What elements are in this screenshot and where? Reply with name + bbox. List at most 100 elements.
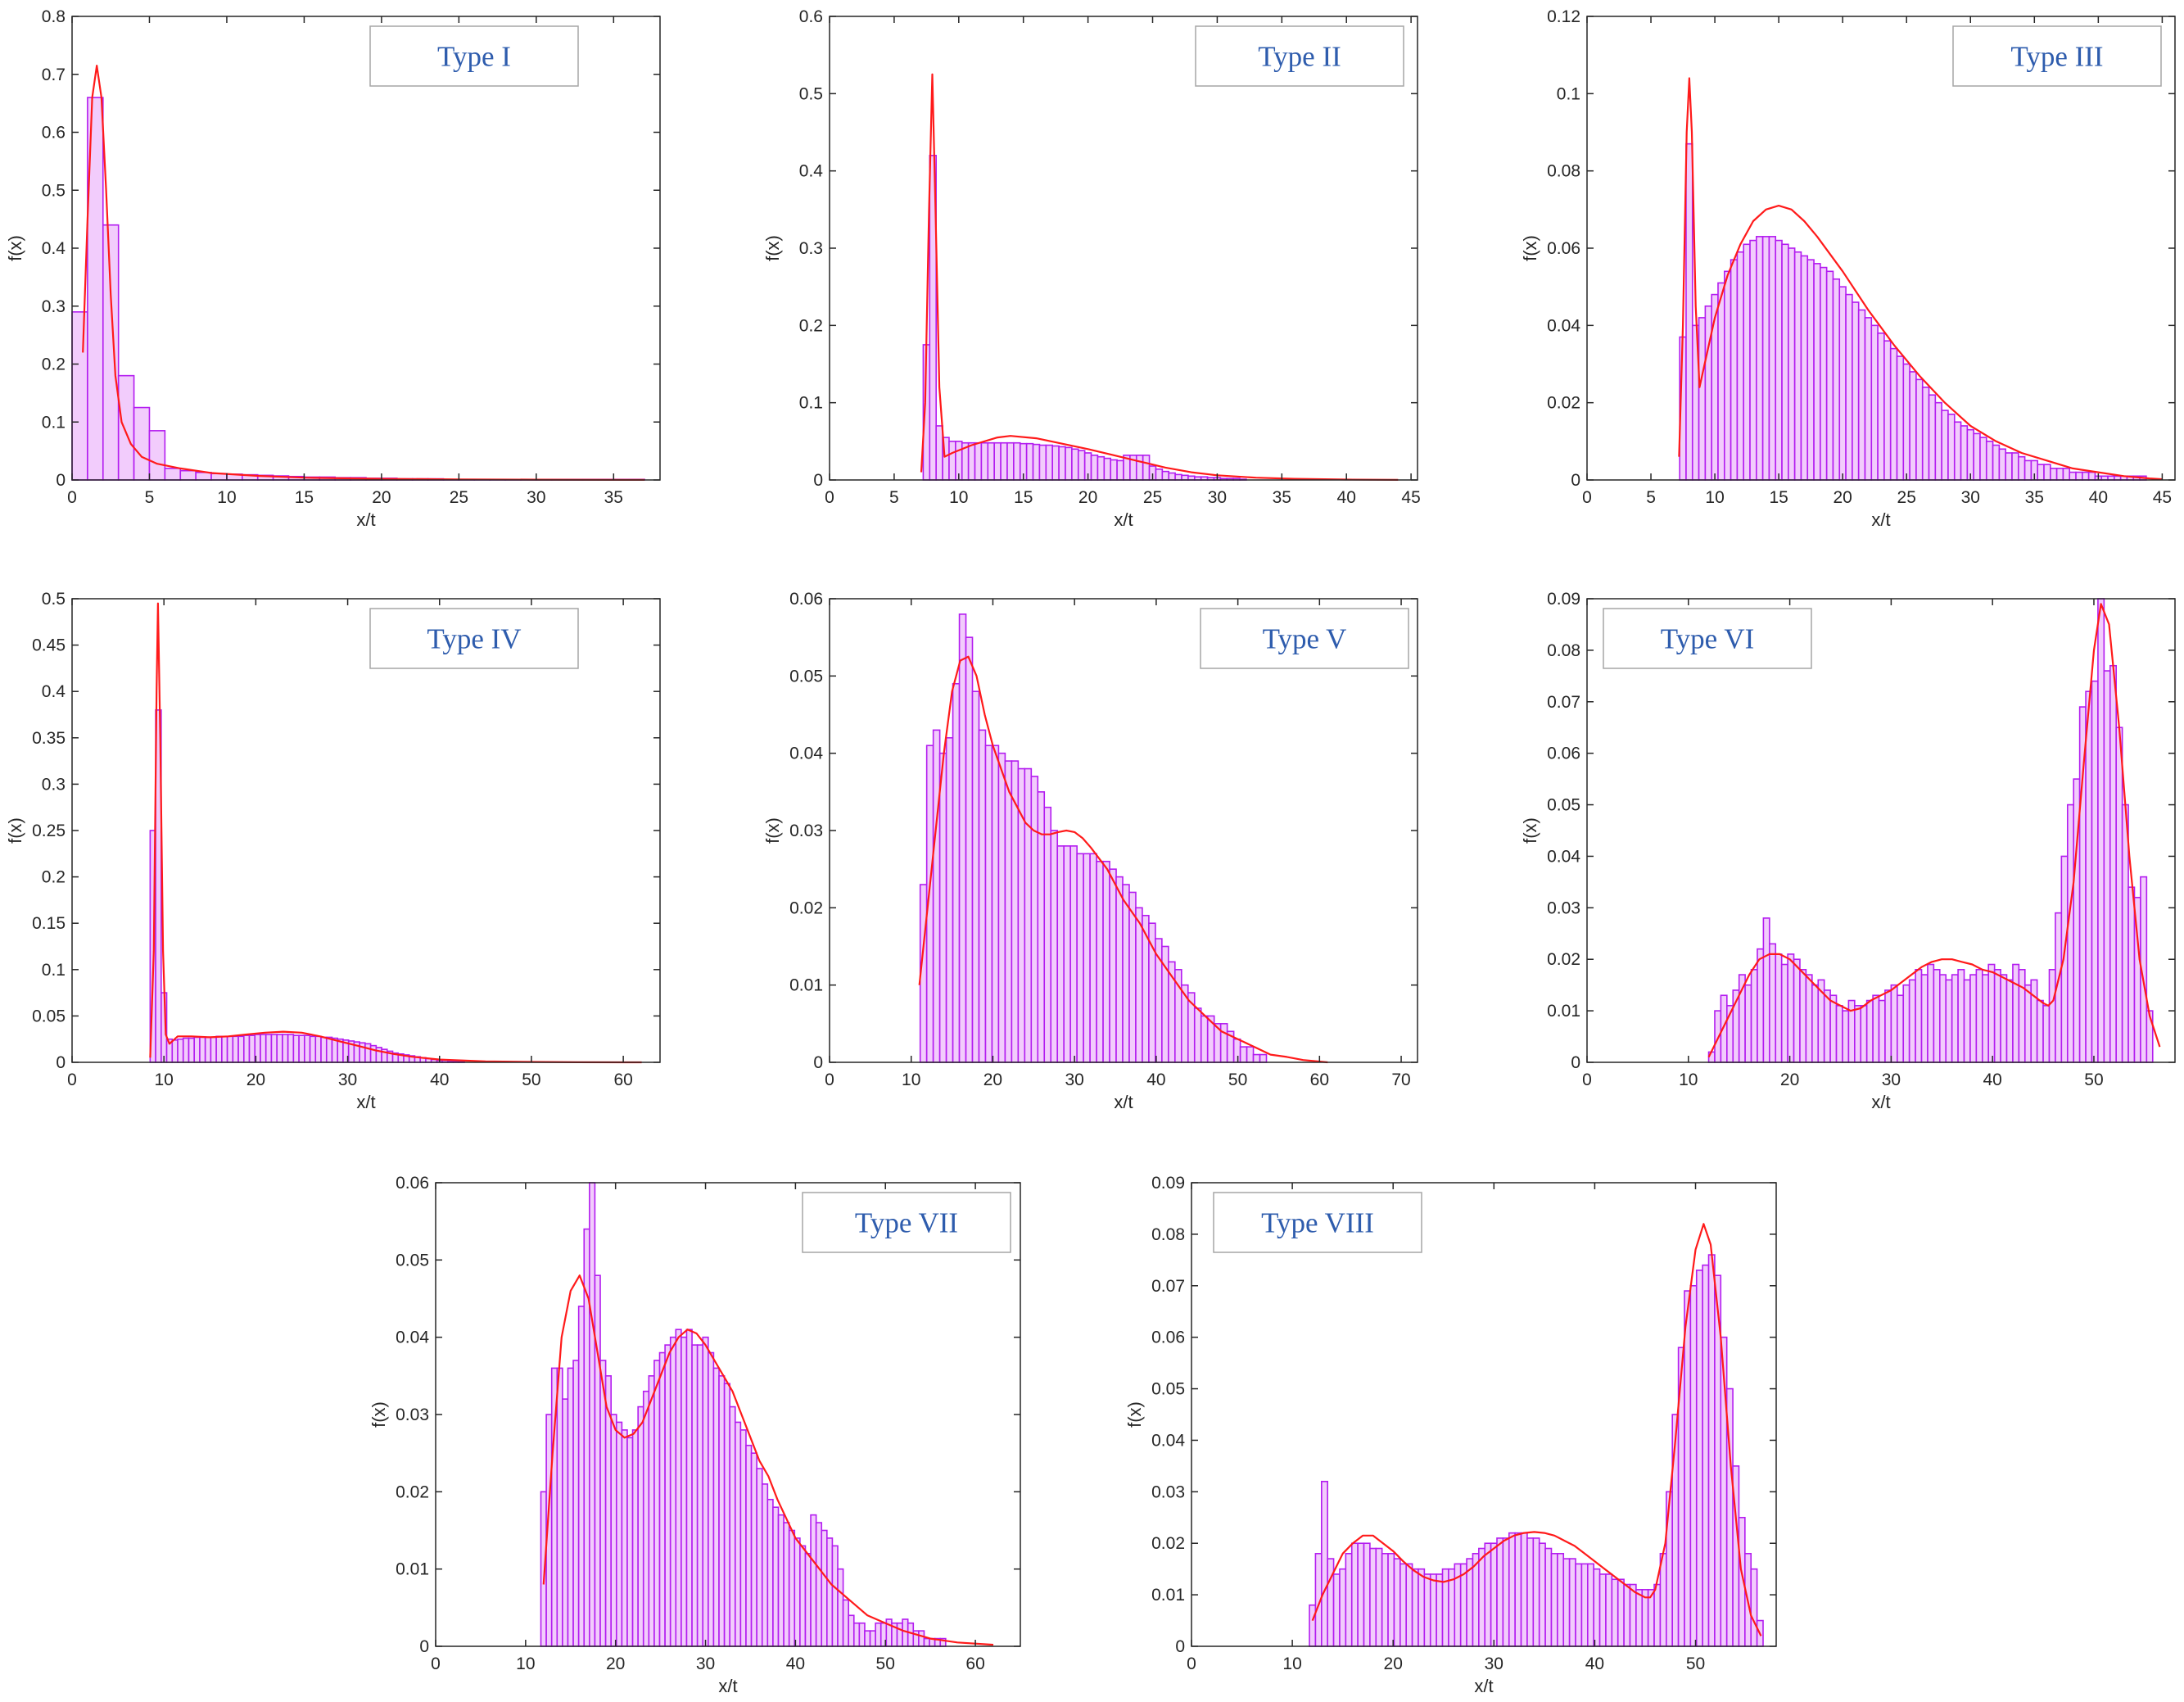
histogram-bar	[631, 1429, 639, 1647]
histogram-bar	[1780, 963, 1788, 1063]
histogram-bar	[864, 1630, 871, 1647]
y-tick-label: 0.02	[1151, 1534, 1185, 1553]
legend-box	[369, 25, 579, 87]
y-tick-label: 0.01	[789, 976, 823, 995]
y-tick-label: 0.05	[1547, 796, 1580, 815]
histogram-bar	[794, 1537, 801, 1647]
histogram-bar	[1933, 969, 1941, 1063]
histogram-bar	[1838, 286, 1847, 481]
histogram-bar	[1992, 444, 2001, 481]
histogram-bar	[1973, 432, 1981, 481]
histogram-bar	[2082, 471, 2090, 481]
histogram-bar	[1781, 243, 1789, 481]
histogram-bar	[826, 1537, 834, 1647]
histogram-bar	[1969, 974, 1978, 1063]
histogram-bar	[1877, 332, 1885, 481]
histogram-bar	[1490, 1542, 1498, 1647]
histogram-bar	[804, 1553, 812, 1647]
histogram-bar	[2005, 452, 2013, 481]
histogram-bar	[1963, 979, 1971, 1063]
x-axis-label: x/t	[356, 1092, 375, 1112]
histogram-bar	[2042, 1005, 2051, 1063]
histogram-bar	[1321, 1480, 1328, 1647]
chart-panel: 0 10 20 30 40 50 0 0.01 0.02 0.03 0.04 0.05 0.06 0.07…	[1520, 590, 2176, 1112]
histogram-bar	[923, 1637, 930, 1647]
histogram-bar	[1155, 468, 1164, 481]
histogram-bar	[1200, 1015, 1209, 1063]
histogram-bar	[938, 752, 947, 1063]
y-tick-label: 0.25	[32, 822, 66, 840]
histogram-bar	[204, 1036, 212, 1063]
histogram-bar	[993, 441, 1002, 481]
histogram-bar	[648, 1375, 655, 1647]
histogram-bar	[1161, 470, 1170, 481]
histogram-bar	[1043, 806, 1052, 1063]
x-tick-label: 0	[1187, 1654, 1196, 1673]
y-tick-label: 0.01	[1151, 1586, 1185, 1605]
histogram-bar	[1580, 1563, 1589, 1647]
histogram-bar	[265, 1034, 273, 1063]
legend: Type VI	[1603, 608, 1812, 669]
histogram-bar	[1775, 953, 1783, 1063]
histogram-bar	[1050, 830, 1059, 1063]
histogram-bar	[1013, 441, 1021, 481]
histogram-bar	[702, 1336, 709, 1647]
y-tick-label: 0.04	[1547, 316, 1580, 335]
histogram-bar	[1109, 868, 1117, 1063]
histogram-bar	[1418, 1568, 1426, 1647]
x-tick-label: 5	[889, 488, 899, 507]
y-tick-label: 0.09	[1547, 590, 1580, 609]
legend: Type VII	[802, 1192, 1011, 1253]
histogram-bar	[1979, 437, 1987, 481]
histogram-bar	[723, 1383, 730, 1647]
y-tick-label: 0.03	[1151, 1482, 1185, 1501]
histogram-bar	[875, 1622, 882, 1647]
x-tick-label: 20	[983, 1071, 1002, 1089]
histogram-bar	[1051, 445, 1060, 481]
histogram-bar	[1872, 994, 1880, 1063]
x-tick-label: 15	[295, 488, 314, 507]
histogram-bar	[1799, 969, 1807, 1063]
histogram-bar	[1058, 446, 1066, 481]
histogram-bar	[1920, 974, 1929, 1063]
histogram-bar	[852, 1622, 861, 1647]
histogram-bar	[1239, 1046, 1248, 1063]
histogram-bar	[788, 1529, 796, 1647]
y-tick-label: 0.06	[396, 1174, 429, 1193]
histogram-bar	[783, 1522, 790, 1647]
x-tick-label: 20	[1078, 488, 1097, 507]
y-tick-label: 0.01	[1547, 1002, 1580, 1021]
legend-label: Type III	[2010, 41, 2103, 73]
x-tick-label: 10	[217, 488, 236, 507]
histogram-bar	[1128, 891, 1137, 1063]
histogram-bar	[1704, 305, 1712, 481]
histogram-bar	[1593, 1568, 1601, 1647]
histogram-bar	[1065, 446, 1073, 481]
histogram-bar	[1884, 989, 1892, 1063]
histogram-bar	[696, 1344, 704, 1647]
histogram-bar	[984, 745, 993, 1063]
x-tick-label: 50	[2084, 1071, 2103, 1089]
histogram-bar	[1883, 340, 1892, 481]
histogram-bar	[1006, 441, 1015, 481]
histogram-bar	[298, 1034, 305, 1063]
histogram-bar	[1878, 999, 1886, 1063]
legend: Type III	[1952, 25, 2162, 87]
x-tick-label: 30	[527, 488, 545, 507]
histogram-bar	[761, 1483, 769, 1647]
histogram-bar	[626, 1437, 634, 1647]
histogram-bar	[1928, 394, 1937, 481]
histogram-bar	[260, 1034, 267, 1063]
histogram-bar	[1110, 459, 1118, 481]
x-tick-label: 40	[1983, 1071, 2001, 1089]
x-tick-label: 0	[1582, 488, 1592, 507]
histogram-bar	[1714, 1010, 1722, 1063]
histogram-bar	[1232, 1038, 1241, 1063]
histogram-bar	[1684, 1290, 1692, 1647]
legend-box	[1200, 608, 1409, 669]
y-tick-label: 0.1	[1557, 84, 1580, 103]
y-tick-label: 0.3	[42, 297, 66, 316]
x-tick-label: 25	[1143, 488, 1162, 507]
plot-frame	[1586, 598, 2176, 1063]
x-axis-label: x/t	[1114, 1092, 1133, 1112]
